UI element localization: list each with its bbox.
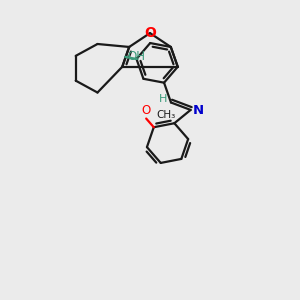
Text: O: O	[142, 103, 151, 116]
Text: H: H	[159, 94, 167, 103]
Text: CH₃: CH₃	[156, 110, 175, 120]
Text: N: N	[193, 104, 204, 117]
Text: O: O	[144, 26, 156, 40]
Text: OH: OH	[127, 50, 145, 63]
